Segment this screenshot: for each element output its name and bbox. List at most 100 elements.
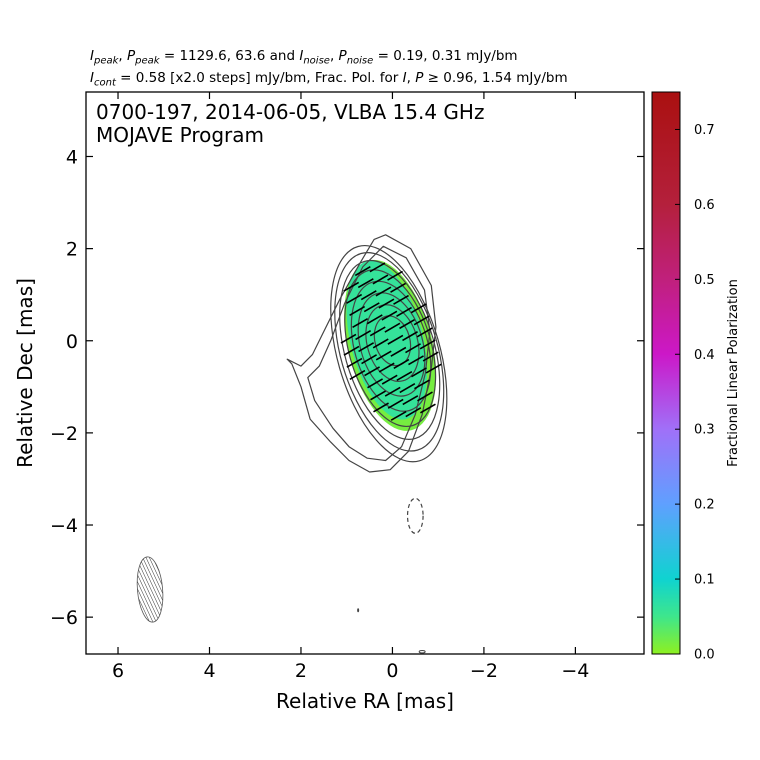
evpa-stick — [373, 402, 389, 413]
y-axis-label: Relative Dec [mas] — [13, 278, 37, 468]
evpa-stick — [364, 366, 380, 377]
y-tick-label: −4 — [50, 515, 78, 537]
evpa-stick — [346, 357, 363, 368]
header-text-segment: P — [415, 70, 424, 86]
noise-speck — [418, 649, 426, 654]
evpa-stick — [370, 390, 386, 401]
header-text-segment: I — [299, 48, 304, 64]
header-text-segment: noise — [303, 55, 330, 67]
evpa-stick — [363, 302, 380, 313]
header-text-segment: noise — [346, 55, 374, 67]
header-text-segment: I — [90, 48, 94, 64]
colorbar-tick-label: 0.4 — [694, 348, 715, 363]
x-tick-label: −4 — [561, 660, 589, 682]
header-text-segment: I — [90, 70, 94, 86]
evpa-stick — [358, 342, 375, 353]
header-text-segment: = 0.19, 0.31 mJy/bm — [373, 48, 518, 64]
header-text-segment: , — [329, 48, 339, 64]
evpa-stick — [405, 343, 421, 354]
evpa-stick — [369, 326, 386, 337]
evpa-stick — [416, 327, 433, 338]
header-text-segment: peak — [93, 55, 119, 67]
header-line-2: Icont = 0.58 [x2.0 steps] mJy/bm, Frac. … — [90, 70, 568, 89]
evpa-stick — [367, 378, 383, 389]
evpa-stick — [349, 369, 366, 380]
axes-ticks: 6 4 2 0 −2 −4 4 2 0 −2 −4 −6 — [50, 92, 644, 682]
header-text-segment: P — [127, 48, 136, 64]
evpa-stick — [378, 362, 395, 373]
colorbar-tick-label: 0.3 — [694, 423, 715, 438]
header-text-segment: , — [118, 48, 127, 64]
evpa-stick — [354, 266, 371, 277]
colorbar-tick-label: 0.7 — [694, 123, 715, 138]
contour-layer — [286, 234, 448, 473]
evpa-stick — [413, 315, 430, 326]
evpa-stick — [372, 274, 389, 285]
evpa-stick — [411, 367, 427, 378]
evpa-stick — [387, 270, 404, 281]
evpa-stick — [393, 294, 409, 305]
contour-level-3 — [357, 292, 426, 397]
contour-level-7 — [334, 252, 445, 452]
header-text-segment: , — [406, 70, 416, 86]
header-text-segment: = 0.58 [x2.0 steps] mJy/bm, Frac. Pol. f… — [115, 70, 403, 86]
evpa-stick — [396, 370, 413, 382]
evpa-stick — [402, 331, 418, 342]
header-text-segment: I — [402, 70, 407, 86]
y-tick-label: 0 — [66, 331, 78, 353]
evpa-stick — [343, 345, 360, 356]
x-tick-label: 6 — [112, 660, 124, 682]
contour-level-6 — [339, 259, 441, 440]
x-tick-label: −2 — [470, 660, 498, 682]
evpa-stick — [387, 398, 404, 409]
evpa-stick — [384, 386, 401, 397]
evpa-stick — [381, 374, 398, 385]
header-text-segment: = 1129.6, 63.6 and — [159, 48, 300, 64]
plot-title-line-1: 0700-197, 2014-06-05, VLBA 15.4 GHz — [96, 100, 484, 124]
evpa-stick — [408, 355, 424, 366]
header-line-1: Ipeak, Ppeak = 1129.6, 63.6 and Inoise, … — [90, 48, 518, 67]
evpa-stick — [375, 350, 392, 361]
evpa-stick — [375, 286, 392, 297]
evpa-stick — [369, 262, 386, 273]
evpa-stick — [387, 334, 404, 345]
colorbar-tick-label: 0.1 — [694, 573, 715, 588]
noise-speck — [357, 608, 360, 613]
x-tick-label: 0 — [386, 660, 398, 682]
header-text-segment: cont — [93, 77, 116, 89]
evpa-stick — [381, 310, 398, 321]
evpa-stick — [390, 410, 407, 421]
evpa-stick — [402, 395, 419, 406]
negative-contour — [406, 497, 424, 534]
colorbar — [651, 91, 681, 655]
evpa-stick — [399, 318, 415, 330]
header-text-segment: P — [338, 48, 347, 64]
contour-level-8 — [330, 244, 448, 463]
evpa-stick — [390, 346, 407, 357]
evpa-stick — [384, 322, 401, 333]
x-tick-label: 2 — [295, 660, 307, 682]
evpa-stick-layer — [340, 262, 442, 421]
y-tick-label: 4 — [66, 146, 78, 168]
evpa-stick — [425, 363, 442, 374]
y-tick-label: −6 — [50, 607, 78, 629]
colorbar-tick-label: 0.0 — [694, 648, 715, 663]
evpa-stick — [372, 338, 389, 349]
x-axis-label: Relative RA [mas] — [276, 689, 454, 713]
evpa-stick — [393, 358, 410, 369]
outer-contour-1 — [286, 234, 437, 473]
plot-title-line-2: MOJAVE Program — [96, 123, 264, 147]
colorbar-label: Fractional Linear Polarization — [726, 279, 741, 467]
evpa-stick — [343, 281, 360, 292]
colorbar-tick-label: 0.2 — [694, 498, 715, 513]
contour-level-4 — [350, 280, 432, 412]
colorbar-tick-label: 0.5 — [694, 273, 715, 288]
evpa-stick — [405, 407, 422, 418]
evpa-stick — [390, 282, 406, 293]
evpa-stick — [349, 305, 366, 316]
evpa-stick — [422, 351, 439, 362]
y-tick-label: −2 — [50, 423, 78, 445]
evpa-stick — [420, 403, 436, 414]
evpa-stick — [396, 306, 412, 318]
